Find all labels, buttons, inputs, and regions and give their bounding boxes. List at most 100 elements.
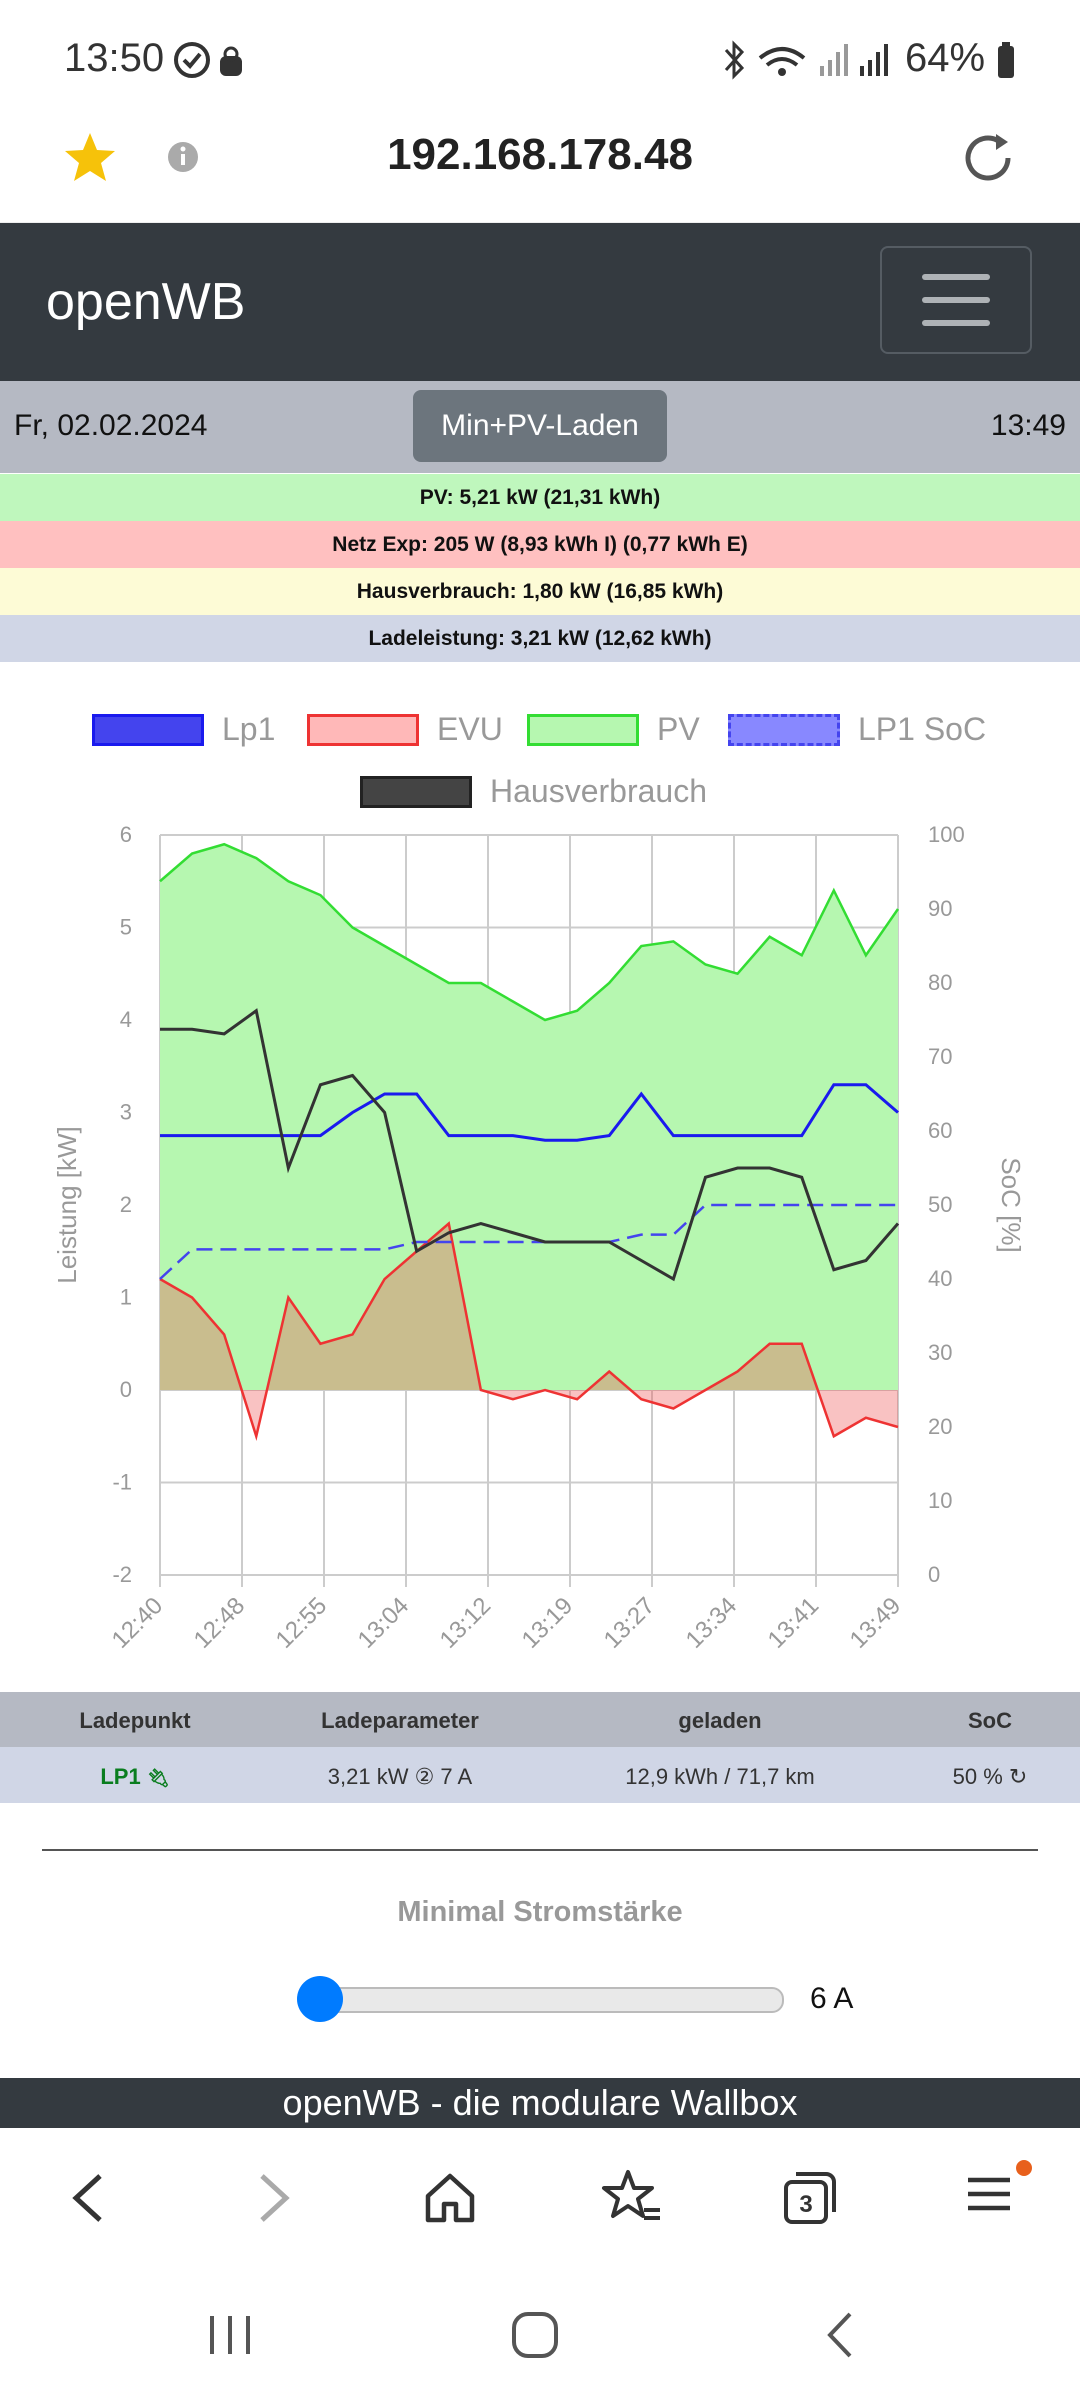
legend-hausverbrauch[interactable]: Hausverbrauch (360, 773, 707, 810)
x-tick-label: 12:55 (271, 1592, 333, 1654)
y-tick-label: 3 (120, 1100, 132, 1125)
y-tick-label: -2 (112, 1562, 132, 1587)
tabs-icon[interactable]: 3 (780, 2168, 840, 2228)
menu-line (922, 297, 990, 303)
geladen-cell: 12,9 kWh / 71,7 km (625, 1764, 815, 1789)
legend-swatch (527, 713, 639, 746)
charge-mode-button[interactable]: Min+PV-Laden (413, 390, 667, 462)
refresh-icon[interactable]: ↻ (1008, 1764, 1028, 1789)
legend-swatch (307, 713, 419, 746)
signal-icon-2 (860, 44, 888, 76)
system-nav-bar (0, 2268, 1080, 2400)
ladeparameter-cell: 3,21 kW ② 7 A (327, 1764, 473, 1789)
y2-tick-label: 40 (928, 1266, 952, 1291)
menu-line (922, 274, 990, 280)
chart-series (159, 842, 900, 1441)
evu-line (159, 1221, 899, 1441)
x-tick-label: 13:34 (681, 1592, 743, 1654)
legend-evu[interactable]: EVU (307, 711, 503, 748)
x-tick-label: 13:04 (353, 1592, 415, 1654)
info-icon[interactable] (166, 140, 200, 174)
wifi-icon (758, 47, 806, 76)
legend-pv[interactable]: PV (527, 711, 700, 748)
y-tick-label: 0 (120, 1377, 132, 1402)
y-tick-label: 1 (120, 1285, 132, 1310)
star-icon[interactable] (62, 130, 118, 186)
url-text[interactable]: 192.168.178.48 (387, 130, 693, 179)
y-tick-label: 6 (120, 822, 132, 847)
svg-text:3: 3 (799, 2191, 812, 2218)
check-circle-icon (174, 42, 210, 78)
x-tick-label: 13:49 (845, 1592, 907, 1654)
col-geladen: geladen (678, 1708, 762, 1733)
status-time: 13:50 (64, 36, 165, 80)
table-row (0, 1747, 1080, 1803)
date-text: Fr, 02.02.2024 (14, 409, 208, 442)
bookmarks-icon[interactable] (600, 2166, 664, 2230)
time-text: 13:49 (990, 409, 1066, 442)
back-icon[interactable] (60, 2168, 120, 2228)
soc-line (159, 1203, 898, 1280)
divider (42, 1849, 1038, 1851)
legend-label: PV (657, 711, 700, 747)
y2-tick-label: 70 (928, 1044, 952, 1069)
y2-tick-label: 80 (928, 970, 952, 995)
x-tick-label: 13:12 (435, 1592, 497, 1654)
current-slider-track[interactable] (302, 1987, 784, 2013)
pv-line (159, 842, 900, 1022)
home-icon[interactable] (420, 2168, 480, 2228)
legend-label: LP1 SoC (858, 711, 987, 747)
y2-tick-label: 50 (928, 1192, 952, 1217)
legend-label: Hausverbrauch (490, 773, 707, 809)
menu-line (922, 320, 990, 326)
y-axis-label: Leistung [kW] (52, 1126, 82, 1284)
slider-title: Minimal Stromstärke (397, 1896, 683, 1928)
soc-value: 50 % (952, 1764, 1003, 1789)
y2-tick-label: 10 (928, 1488, 952, 1513)
y2-tick-label: 20 (928, 1414, 952, 1439)
pv-stat: PV: 5,21 kW (21,31 kWh) (0, 474, 1080, 521)
status-icons-left (174, 42, 242, 78)
legend-swatch (728, 713, 840, 746)
home-nav-icon[interactable] (508, 2308, 562, 2362)
y-tick-label: 5 (120, 915, 132, 940)
legend-soc[interactable]: LP1 SoC (728, 711, 986, 748)
soc-cell[interactable]: 50 % ↻ (930, 1764, 1050, 1790)
hausverbrauch-line (160, 1008, 900, 1282)
y-tick-label: -1 (112, 1470, 132, 1495)
hamburger-menu-button[interactable] (880, 246, 1032, 354)
bluetooth-icon (724, 40, 745, 80)
ladepunkt-cell[interactable]: LP1 🔌︎ (40, 1764, 230, 1790)
x-tick-label: 13:19 (517, 1592, 579, 1654)
x-tick-label: 13:27 (599, 1592, 661, 1654)
hausverbrauch-stat: Hausverbrauch: 1,80 kW (16,85 kWh) (0, 568, 1080, 615)
x-tick-label: 12:48 (189, 1592, 251, 1654)
slider-value: 6 A (810, 1982, 854, 2015)
y2-tick-label: 30 (928, 1340, 952, 1365)
y2-tick-label: 100 (928, 822, 965, 847)
forward-icon[interactable] (242, 2168, 302, 2228)
y2-axis-label: SoC [%] (996, 1157, 1026, 1252)
ladeleistung-stat: Ladeleistung: 3,21 kW (12,62 kWh) (0, 615, 1080, 662)
col-ladepunkt: Ladepunkt (79, 1708, 191, 1733)
legend-swatch (92, 713, 204, 746)
reload-icon[interactable] (960, 128, 1020, 188)
lock-icon (220, 46, 242, 76)
legend-swatch (360, 775, 472, 808)
current-slider-thumb[interactable] (297, 1976, 343, 2022)
col-soc: SoC (968, 1708, 1012, 1733)
pv-area (160, 844, 898, 1390)
recents-icon[interactable] (200, 2310, 260, 2360)
navbar (0, 223, 1080, 381)
table-header (0, 1692, 1080, 1747)
y2-tick-label: 60 (928, 1118, 952, 1143)
y2-tick-label: 90 (928, 896, 952, 921)
brand[interactable]: openWB (46, 273, 246, 331)
browser-menu-icon[interactable] (962, 2156, 1034, 2228)
legend-lp1[interactable]: Lp1 (92, 711, 275, 748)
back-nav-icon[interactable] (816, 2310, 866, 2360)
col-ladeparameter: Ladeparameter (321, 1708, 479, 1733)
y-tick-label: 4 (120, 1007, 132, 1032)
legend-label: Lp1 (222, 711, 276, 747)
